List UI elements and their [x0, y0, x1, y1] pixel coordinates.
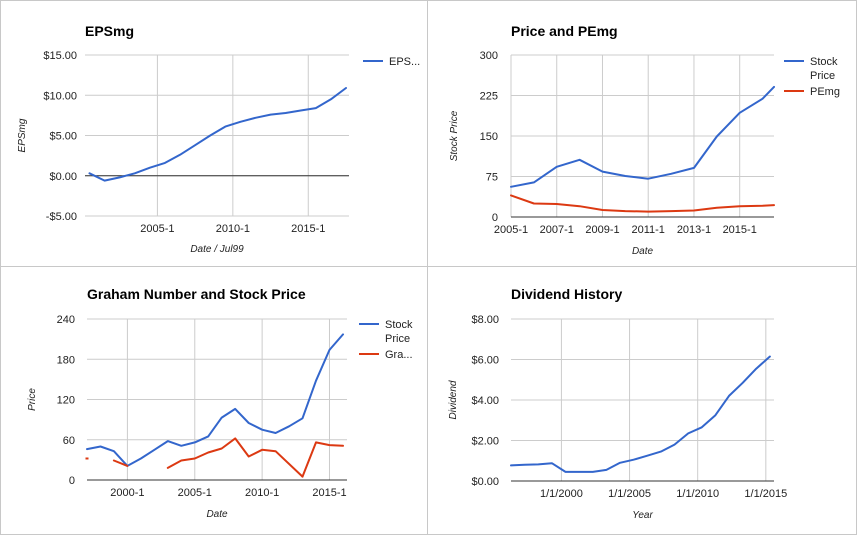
y-tick-label: $4.00 [471, 395, 499, 407]
y-tick-label: $6.00 [471, 355, 499, 367]
series-line [112, 459, 129, 467]
x-tick-label: 2015-1 [291, 223, 325, 235]
y-tick-label: $10.00 [43, 90, 77, 102]
series-line [301, 441, 344, 478]
legend-label: Gra... [385, 349, 413, 361]
series-line [86, 333, 344, 467]
legend-label: Stock Price [810, 56, 838, 82]
y-tick-label: 180 [57, 354, 75, 366]
x-axis-title: Date [206, 509, 228, 520]
y-tick-label: $15.00 [43, 50, 77, 62]
dividend-chart: Dividend History $0.00 $2.00 $4.00 $6.00 $8.… [448, 286, 787, 521]
y-tick-label: 300 [480, 50, 498, 62]
price-pe-chart-panel: Price and PEmg 0 75 150 225 300 2005-1 2007-1 2… [427, 0, 857, 268]
y-axis-title: Price [27, 388, 38, 411]
y-tick-label: $0.00 [49, 171, 77, 183]
x-tick-label: 2000-1 [110, 487, 144, 499]
y-tick-label: 120 [57, 395, 75, 407]
y-axis-title: EPSmg [17, 118, 28, 152]
x-axis-title: Date [632, 246, 654, 257]
x-tick-label: 1/1/2000 [540, 488, 583, 500]
graham-chart: Graham Number and Stock Price 0 60 120 180 2… [27, 286, 413, 520]
y-tick-label: 0 [69, 475, 75, 487]
series-line [88, 87, 347, 182]
y-tick-label: $0.00 [471, 476, 499, 488]
x-tick-label: 2005-1 [178, 487, 212, 499]
x-tick-label: 2005-1 [494, 224, 528, 236]
eps-chart-panel: EPSmg -$5.00 $0.00 $5.00 $10.00 $15.00 2005-1… [0, 0, 429, 268]
series-line [510, 355, 771, 473]
x-tick-label: 1/1/2010 [676, 488, 719, 500]
x-tick-label: 1/1/2015 [744, 488, 787, 500]
chart-title: Graham Number and Stock Price [87, 286, 306, 302]
x-tick-label: 2007-1 [540, 224, 574, 236]
y-tick-label: 150 [480, 131, 498, 143]
x-tick-label: 1/1/2005 [608, 488, 651, 500]
y-tick-label: $2.00 [471, 436, 499, 448]
series-line [166, 437, 304, 478]
y-tick-label: -$5.00 [46, 211, 77, 223]
price-pe-chart: Price and PEmg 0 75 150 225 300 2005-1 2007-1 2… [449, 23, 840, 257]
x-axis-title: Year [632, 510, 653, 521]
y-tick-label: $8.00 [471, 314, 499, 326]
x-tick-label: 2015-1 [723, 224, 757, 236]
y-tick-label: 60 [63, 435, 75, 447]
legend-label: Stock Price [385, 319, 413, 345]
x-tick-label: 2010-1 [245, 487, 279, 499]
x-tick-label: 2015-1 [312, 487, 346, 499]
x-tick-label: 2005-1 [140, 223, 174, 235]
x-tick-label: 2011-1 [631, 224, 664, 236]
chart-title: Dividend History [511, 286, 622, 302]
eps-chart: EPSmg -$5.00 $0.00 $5.00 $10.00 $15.00 2005-1… [17, 23, 420, 255]
y-tick-label: 75 [486, 172, 498, 184]
x-tick-label: 2009-1 [585, 224, 619, 236]
y-tick-label: 0 [492, 212, 498, 224]
series-line [510, 85, 775, 188]
x-tick-label: 2013-1 [677, 224, 711, 236]
y-axis-title: Dividend [448, 380, 459, 419]
chart-title: EPSmg [85, 23, 134, 39]
y-tick-label: 240 [57, 314, 75, 326]
legend-label: EPS... [389, 56, 420, 68]
graham-chart-panel: Graham Number and Stock Price 0 60 120 180 2… [0, 266, 429, 535]
y-axis-title: Stock Price [449, 110, 460, 161]
series-line [510, 194, 775, 213]
chart-title: Price and PEmg [511, 23, 618, 39]
y-tick-label: $5.00 [49, 131, 77, 143]
x-axis-title: Date / Jul99 [190, 244, 244, 255]
dividend-chart-panel: Dividend History $0.00 $2.00 $4.00 $6.00 $8.… [427, 266, 857, 535]
legend-label: PEmg [810, 86, 840, 98]
y-tick-label: 225 [480, 91, 498, 103]
x-tick-label: 2010-1 [216, 223, 250, 235]
